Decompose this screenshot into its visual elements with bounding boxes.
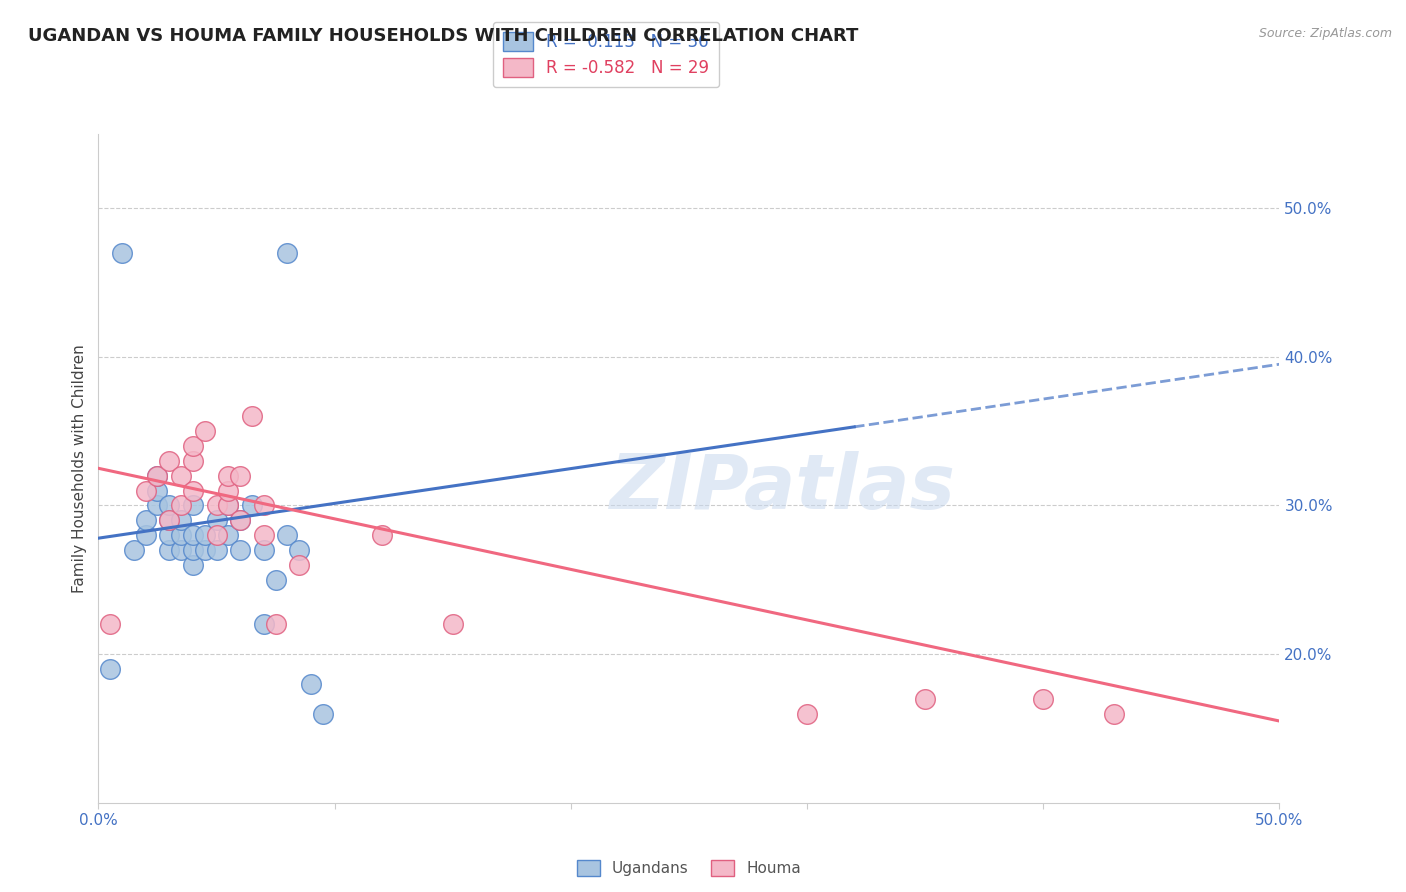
Point [146, 499, 169, 513]
Point [441, 617, 464, 632]
Legend: Ugandans, Houma: Ugandans, Houma [571, 854, 807, 882]
Point [194, 528, 217, 542]
Point [312, 706, 335, 721]
Point [229, 468, 252, 483]
Point [217, 499, 239, 513]
Point [217, 483, 239, 498]
Point [135, 528, 157, 542]
Point [240, 499, 263, 513]
Point [288, 543, 311, 558]
Point [371, 528, 394, 542]
Point [205, 543, 228, 558]
Point [194, 543, 217, 558]
Point [170, 513, 193, 527]
Point [288, 558, 311, 572]
Point [217, 499, 239, 513]
Point [205, 499, 228, 513]
Text: UGANDAN VS HOUMA FAMILY HOUSEHOLDS WITH CHILDREN CORRELATION CHART: UGANDAN VS HOUMA FAMILY HOUSEHOLDS WITH … [28, 27, 859, 45]
Point [194, 424, 217, 438]
Point [299, 677, 322, 691]
Point [157, 513, 180, 527]
Text: Source: ZipAtlas.com: Source: ZipAtlas.com [1258, 27, 1392, 40]
Point [253, 543, 276, 558]
Point [146, 483, 169, 498]
Point [181, 483, 204, 498]
Point [111, 245, 134, 260]
Point [217, 468, 239, 483]
Point [98, 617, 121, 632]
Point [146, 468, 169, 483]
Text: ZIPatlas: ZIPatlas [610, 451, 956, 525]
Point [157, 499, 180, 513]
Point [240, 409, 263, 424]
Point [157, 454, 180, 468]
Point [181, 499, 204, 513]
Point [157, 513, 180, 527]
Point [181, 454, 204, 468]
Point [796, 706, 818, 721]
Point [170, 543, 193, 558]
Point [146, 468, 169, 483]
Point [170, 468, 193, 483]
Point [181, 439, 204, 453]
Point [157, 543, 180, 558]
Y-axis label: Family Households with Children: Family Households with Children [72, 344, 87, 592]
Point [1102, 706, 1125, 721]
Point [181, 528, 204, 542]
Point [170, 499, 193, 513]
Point [157, 528, 180, 542]
Point [98, 662, 121, 676]
Point [181, 543, 204, 558]
Point [229, 513, 252, 527]
Point [217, 528, 239, 542]
Point [229, 513, 252, 527]
Point [170, 528, 193, 542]
Point [135, 483, 157, 498]
Point [264, 573, 287, 587]
Point [253, 617, 276, 632]
Point [181, 558, 204, 572]
Point [1032, 691, 1054, 706]
Point [914, 691, 936, 706]
Point [205, 513, 228, 527]
Point [229, 543, 252, 558]
Point [264, 617, 287, 632]
Point [253, 499, 276, 513]
Point [135, 513, 157, 527]
Point [205, 528, 228, 542]
Point [276, 528, 298, 542]
Point [122, 543, 145, 558]
Point [276, 245, 298, 260]
Point [253, 528, 276, 542]
